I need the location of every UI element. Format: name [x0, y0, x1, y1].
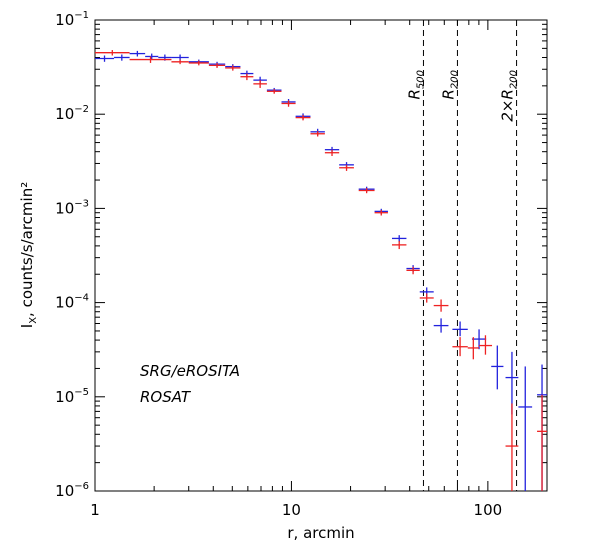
- legend: SRG/eROSITA ROSAT: [140, 362, 240, 406]
- reference-label-sub: 200: [449, 70, 460, 89]
- y-axis-label-sub: X: [28, 317, 39, 324]
- data-point: [225, 65, 241, 71]
- legend-entry-srg-erosita: SRG/eROSITA: [140, 362, 240, 380]
- data-point: [266, 89, 282, 94]
- legend-entry-rosat: ROSAT: [140, 388, 192, 406]
- data-point: [452, 321, 468, 337]
- reference-label-sub: 200: [509, 70, 520, 89]
- y-tick-base: 10: [55, 199, 74, 217]
- data-point: [129, 56, 172, 63]
- y-tick-exponent: −5: [74, 387, 89, 398]
- series-layer: [95, 50, 547, 491]
- plot-frame: [94, 19, 548, 492]
- data-point: [391, 235, 407, 242]
- y-tick-label: 10−4: [55, 293, 89, 312]
- reference-label-main: R: [439, 89, 457, 99]
- data-point: [295, 115, 311, 121]
- y-tick-base: 10: [55, 388, 74, 406]
- data-point: [433, 299, 449, 312]
- series-1: [95, 50, 547, 491]
- data-point: [406, 266, 420, 275]
- data-point: [145, 53, 159, 60]
- data-point: [310, 131, 325, 137]
- data-point: [491, 345, 504, 390]
- x-tick-label: 10: [282, 501, 301, 519]
- y-tick-label: 10−2: [55, 104, 89, 123]
- data-point: [281, 100, 296, 107]
- data-point: [240, 73, 254, 81]
- reference-label-main: 2×R: [499, 89, 517, 122]
- reference-label-sub: 500: [415, 70, 426, 89]
- x-tick-labels: 1 10 100: [90, 501, 502, 519]
- data-point: [419, 293, 434, 303]
- reference-line-label-0: R500: [405, 70, 426, 100]
- y-tick-base: 10: [55, 294, 74, 312]
- y-tick-exponent: −1: [74, 10, 89, 21]
- y-tick-label: 10−1: [55, 10, 89, 29]
- data-point: [471, 329, 487, 350]
- y-axis-label-rest: , counts/s/arcmin²: [18, 182, 36, 317]
- series-0: [95, 50, 547, 491]
- y-tick-exponent: −2: [74, 104, 89, 115]
- y-tick-base: 10: [55, 105, 74, 123]
- y-tick-base: 10: [55, 11, 74, 29]
- y-tick-exponent: −3: [74, 198, 89, 209]
- data-point: [95, 50, 130, 56]
- data-point: [358, 187, 375, 194]
- data-point: [208, 62, 226, 68]
- x-tick-label: 1: [90, 501, 100, 519]
- axis-ticks: [94, 19, 548, 492]
- y-tick-exponent: −4: [74, 293, 89, 304]
- y-tick-exponent: −6: [74, 481, 89, 492]
- y-tick-label: 10−5: [55, 387, 89, 406]
- data-point: [452, 337, 468, 357]
- y-tick-label: 10−3: [55, 198, 89, 217]
- x-axis-label: r, arcmin: [287, 524, 354, 542]
- data-point: [374, 210, 388, 216]
- data-point: [95, 55, 115, 62]
- data-point: [114, 54, 130, 61]
- reference-line-label-1: R200: [439, 70, 460, 100]
- data-point: [171, 59, 189, 65]
- y-tick-label: 10−6: [55, 481, 89, 500]
- data-point: [129, 50, 146, 57]
- data-point: [505, 403, 519, 491]
- y-tick-labels: 10−610−510−410−310−210−1: [55, 10, 89, 500]
- data-point: [467, 337, 479, 360]
- data-point: [324, 149, 340, 156]
- data-point: [253, 80, 267, 88]
- data-point: [339, 164, 354, 171]
- data-point: [537, 394, 547, 491]
- data-point: [518, 366, 533, 491]
- y-axis-label-main: I: [18, 324, 36, 328]
- data-point: [391, 241, 407, 250]
- reference-line-label-2: 2×R200: [499, 70, 520, 122]
- data-point: [433, 318, 449, 333]
- y-tick-base: 10: [55, 482, 74, 500]
- data-point: [188, 60, 209, 66]
- reference-label-main: R: [405, 89, 423, 99]
- y-axis-label: IX, counts/s/arcmin²: [18, 182, 39, 328]
- x-tick-label: 100: [474, 501, 503, 519]
- data-point: [478, 335, 493, 355]
